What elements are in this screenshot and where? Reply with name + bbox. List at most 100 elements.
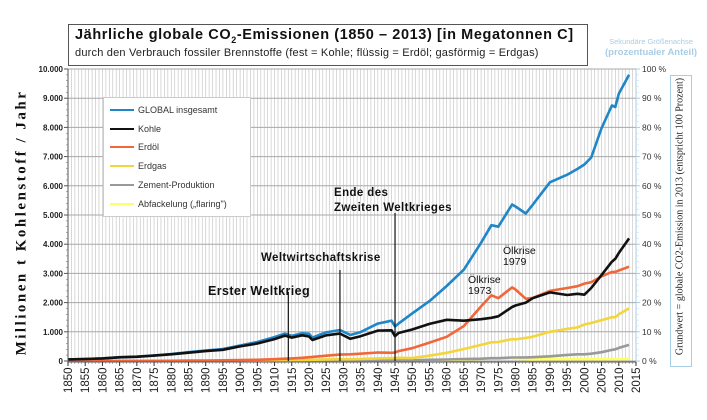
y2-tick-label: 60 %	[642, 181, 662, 191]
x-tick-label: 1935	[356, 367, 368, 393]
legend: GLOBAL insgesamt Kohle Erdöl Erdgas Zeme…	[103, 97, 251, 217]
title-pre: Jährliche globale CO	[75, 27, 232, 43]
title-post: -Emissionen (1850 – 2013) [in Megatonnen…	[236, 27, 574, 43]
axes: 0 1.000 2.000 3.000 4.000 5.000 6.000 7.000 8.00…	[39, 64, 667, 393]
x-tick-label: 1970	[476, 367, 488, 393]
y-tick-label: 1.000	[43, 328, 64, 337]
x-tick-label: 1860	[97, 367, 109, 393]
legend-label: Zement-Produktion	[138, 180, 215, 190]
x-tick-label: 1930	[338, 367, 350, 393]
annotation-oelkrise-1973: Ölkrise 1973	[468, 275, 501, 297]
x-tick-label: 1975	[493, 367, 505, 393]
legend-label: Erdöl	[138, 142, 160, 152]
y2-tick-label: 30 %	[642, 268, 662, 278]
x-tick-label: 1865	[115, 367, 127, 393]
annotation-zweiten-weltkrieges: Zweiten Weltkrieges	[334, 202, 452, 214]
x-tick-label: 2010	[614, 367, 626, 393]
series-line-kohle	[67, 237, 631, 361]
x-tick-label: 1985	[528, 367, 540, 393]
y2-tick-label: 90 %	[642, 93, 662, 103]
legend-item: Kohle	[110, 122, 161, 136]
x-tick-label: 1875	[149, 367, 161, 393]
y2-tick-label: 40 %	[642, 239, 662, 249]
y-tick-label: 2.000	[43, 299, 64, 308]
legend-item: Erdgas	[110, 159, 167, 173]
annotation-oelkrise-1973-l1: Ölkrise	[468, 274, 501, 286]
y2-tick-label: 10 %	[642, 327, 662, 337]
legend-label: Erdgas	[138, 161, 167, 171]
x-tick-label: 2015	[631, 367, 643, 393]
title-box: Jährliche globale CO2-Emissionen (1850 –…	[68, 24, 588, 66]
annotation-weltwirtschaftskrise: Weltwirtschaftskrise	[261, 252, 381, 264]
x-tick-label: 1940	[373, 367, 385, 393]
x-tick-label: 1920	[304, 367, 316, 393]
annotation-oelkrise-1979-l1: Ölkrise	[503, 245, 536, 257]
x-tick-label: 1995	[562, 367, 574, 393]
x-tick-label: 1990	[545, 367, 557, 393]
y2-axis-title: Grundwert = globale CO2-Emission in 2013…	[674, 77, 686, 356]
chart-subtitle: durch den Verbrauch fossiler Brennstoffe…	[75, 46, 539, 59]
x-tick-label: 1870	[132, 367, 144, 393]
chart-title: Jährliche globale CO2-Emissionen (1850 –…	[75, 27, 581, 45]
title-sub-2: 2	[231, 34, 237, 45]
legend-label: Abfackelung („flaring")	[138, 199, 227, 209]
annotation-oelkrise-1973-l2: 1973	[468, 285, 492, 297]
x-tick-label: 1945	[390, 367, 402, 393]
x-tick-label: 2005	[597, 367, 609, 393]
x-tick-label: 1895	[218, 367, 230, 393]
y-tick-label: 5.000	[43, 211, 64, 220]
x-tick-label: 1950	[407, 367, 419, 393]
legend-swatch	[110, 184, 134, 186]
legend-swatch	[110, 165, 134, 167]
x-tick-label: 1955	[424, 367, 436, 393]
event-lines	[287, 213, 396, 361]
y2-tick-label: 20 %	[642, 298, 662, 308]
series-lines	[67, 74, 631, 363]
y2-tick-label: 70 %	[642, 152, 662, 162]
series-line-erdöl	[68, 265, 630, 363]
legend-swatch	[110, 128, 134, 130]
y-tick-label: 3.000	[43, 269, 64, 278]
y2-tick-label: 100 %	[642, 64, 667, 74]
annotation-erster-weltkrieg: Erster Weltkrieg	[208, 284, 311, 298]
x-tick-label: 1905	[252, 367, 264, 393]
legend-label: Kohle	[138, 124, 162, 134]
annotation-ende-des: Ende des	[334, 187, 389, 199]
annotation-oelkrise-1979: Ölkrise 1979	[503, 246, 536, 268]
x-tick-label: 1980	[511, 367, 523, 393]
x-tick-label: 1925	[321, 367, 333, 393]
legend-item: Zement-Produktion	[110, 178, 215, 192]
y-tick-label: 8.000	[43, 123, 64, 132]
secondary-axis-note: Sekundäre Größenachse (prozentualer Ante…	[596, 36, 706, 58]
y2-tick-label: 80 %	[642, 122, 662, 132]
annotation-oelkrise-1979-l2: 1979	[503, 256, 527, 268]
secondary-axis-note-line2: (prozentualer Anteil)	[604, 47, 697, 58]
legend-label: GLOBAL insgesamt	[138, 105, 218, 115]
x-tick-label: 1855	[80, 367, 92, 393]
x-tick-label: 2000	[579, 367, 591, 393]
x-tick-label: 1900	[235, 367, 247, 393]
x-tick-label: 1910	[270, 367, 282, 393]
y-tick-label: 4.000	[43, 240, 64, 249]
legend-item: Erdöl	[110, 140, 159, 154]
y-tick-label: 9.000	[43, 94, 64, 103]
x-tick-label: 1965	[459, 367, 471, 393]
x-tick-label: 1880	[166, 367, 178, 393]
secondary-axis-note-line1: Sekundäre Größenachse	[609, 37, 693, 46]
legend-swatch	[110, 203, 134, 205]
grid	[67, 68, 637, 362]
x-tick-label: 1960	[442, 367, 454, 393]
legend-item: GLOBAL insgesamt	[110, 103, 217, 117]
y2-axis-title-box	[670, 75, 692, 367]
y-tick-label: 0	[59, 357, 64, 366]
y-tick-label: 7.000	[43, 153, 64, 162]
x-tick-label: 1890	[201, 367, 213, 393]
legend-swatch	[110, 109, 134, 111]
legend-swatch	[110, 146, 134, 148]
y-axis-title: Millionen t Kohlenstoff / Jahr	[13, 89, 30, 356]
legend-item: Abfackelung („flaring")	[110, 197, 227, 211]
x-tick-label: 1885	[183, 367, 195, 393]
y2-tick-label: 0 %	[642, 356, 657, 366]
y2-tick-label: 50 %	[642, 210, 662, 220]
